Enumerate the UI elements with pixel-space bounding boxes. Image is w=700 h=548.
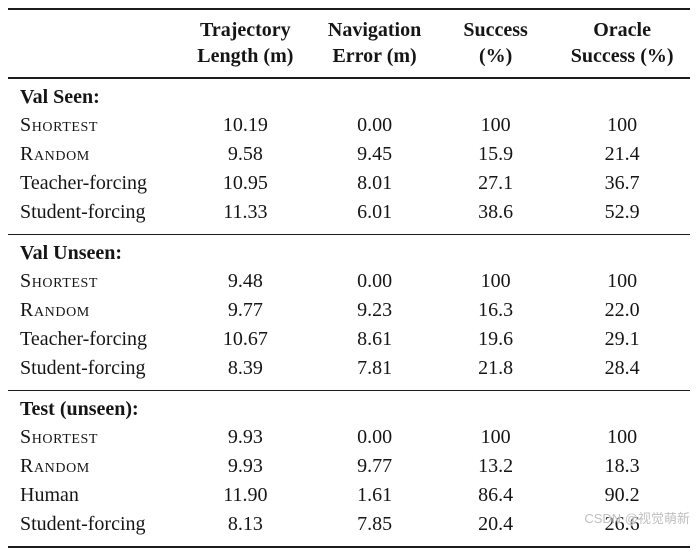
value-cell: 9.45	[357, 143, 393, 165]
header-success: Success (%)	[436, 9, 555, 79]
value-cell: 9.93	[227, 426, 263, 448]
value-cell: 9.77	[227, 299, 263, 321]
method-label: Student-forcing	[20, 513, 146, 535]
section-title: Val Seen:	[20, 86, 100, 108]
value-cell: 100	[607, 270, 638, 292]
header-line: Length (m)	[197, 45, 294, 67]
method-label: Random	[20, 455, 90, 477]
results-table: Trajectory Length (m) Navigation Error (…	[8, 8, 690, 548]
value-cell: 8.39	[227, 357, 263, 379]
table-row: Random 9.77 9.23 16.3 22.0	[8, 296, 690, 325]
table-row: Student-forcing 11.33 6.01 38.6 52.9	[8, 198, 690, 235]
value-cell: 36.7	[604, 172, 640, 194]
value-cell: 29.1	[604, 328, 640, 350]
value-cell: 11.90	[223, 484, 268, 506]
value-cell: 13.2	[478, 455, 514, 477]
value-cell: 86.4	[478, 484, 514, 506]
value-cell: 100	[480, 270, 511, 292]
table-section: Val Unseen: Shortest 9.48 0.00 100 100 Random 9…	[8, 234, 690, 391]
table-row: Shortest 10.19 0.00 100 100	[8, 111, 690, 140]
table-row: Random 9.93 9.77 13.2 18.3	[8, 452, 690, 481]
value-cell: 15.9	[478, 143, 514, 165]
section-title-row: Val Seen:	[8, 78, 690, 111]
header-oracle-success: Oracle Success (%)	[554, 9, 690, 79]
table-row: Human 11.90 1.61 86.4 90.2	[8, 481, 690, 510]
value-cell: 52.9	[604, 201, 640, 223]
header-navigation-error: Navigation Error (m)	[312, 9, 437, 79]
table-section: Val Seen: Shortest 10.19 0.00 100 100 Random 9.…	[8, 78, 690, 235]
header-line: Navigation	[327, 19, 422, 41]
header-line: Error (m)	[332, 45, 417, 67]
header-line: Success	[463, 19, 528, 41]
table-row: Shortest 9.93 0.00 100 100	[8, 423, 690, 452]
value-cell: 21.8	[478, 357, 514, 379]
table-row: Shortest 9.48 0.00 100 100	[8, 267, 690, 296]
method-label: Human	[20, 484, 79, 506]
header-line: Trajectory	[199, 19, 291, 41]
value-cell: 100	[607, 114, 638, 136]
value-cell: 9.77	[357, 455, 393, 477]
value-cell: 7.81	[357, 357, 393, 379]
table-row: Teacher-forcing 10.67 8.61 19.6 29.1	[8, 325, 690, 354]
section-title-row: Test (unseen):	[8, 391, 690, 424]
value-cell: 8.01	[357, 172, 393, 194]
section-title-row: Val Unseen:	[8, 235, 690, 268]
value-cell: 9.23	[357, 299, 393, 321]
value-cell: 28.4	[604, 357, 640, 379]
value-cell: 16.3	[478, 299, 514, 321]
table-row: Student-forcing 8.13 7.85 20.4 26.6	[8, 510, 690, 547]
value-cell: 0.00	[357, 114, 393, 136]
value-cell: 7.85	[357, 513, 393, 535]
header-line: Success (%)	[570, 45, 674, 67]
table-row: Random 9.58 9.45 15.9 21.4	[8, 140, 690, 169]
value-cell: 9.58	[227, 143, 263, 165]
value-cell: 1.61	[357, 484, 393, 506]
method-label: Shortest	[20, 114, 99, 136]
value-cell: 100	[480, 114, 511, 136]
value-cell: 9.48	[227, 270, 263, 292]
value-cell: 10.67	[222, 328, 268, 350]
value-cell: 90.2	[604, 484, 640, 506]
method-label: Random	[20, 299, 90, 321]
value-cell: 10.95	[222, 172, 268, 194]
header-row: Trajectory Length (m) Navigation Error (…	[8, 9, 690, 79]
value-cell: 22.0	[604, 299, 640, 321]
header-line: (%)	[478, 45, 513, 67]
results-table-figure: Trajectory Length (m) Navigation Error (…	[8, 8, 690, 548]
value-cell: 21.4	[604, 143, 640, 165]
method-label: Student-forcing	[20, 357, 146, 379]
value-cell: 11.33	[223, 201, 268, 223]
value-cell: 100	[607, 426, 638, 448]
value-cell: 0.00	[357, 270, 393, 292]
value-cell: 0.00	[357, 426, 393, 448]
value-cell: 10.19	[222, 114, 268, 136]
value-cell: 18.3	[604, 455, 640, 477]
header-trajectory-length: Trajectory Length (m)	[178, 9, 313, 79]
section-title: Val Unseen:	[20, 242, 123, 264]
method-label: Shortest	[20, 426, 99, 448]
value-cell: 26.6	[604, 513, 640, 535]
value-cell: 100	[480, 426, 511, 448]
value-cell: 8.61	[357, 328, 393, 350]
value-cell: 19.6	[478, 328, 514, 350]
method-label: Teacher-forcing	[20, 172, 148, 194]
section-title: Test (unseen):	[20, 398, 139, 420]
value-cell: 20.4	[478, 513, 514, 535]
value-cell: 38.6	[478, 201, 514, 223]
method-label: Random	[20, 143, 90, 165]
value-cell: 9.93	[227, 455, 263, 477]
header-line: Oracle	[593, 19, 651, 41]
table-header: Trajectory Length (m) Navigation Error (…	[8, 9, 690, 79]
value-cell: 6.01	[357, 201, 393, 223]
table-row: Teacher-forcing 10.95 8.01 27.1 36.7	[8, 169, 690, 198]
table-row: Student-forcing 8.39 7.81 21.8 28.4	[8, 354, 690, 391]
value-cell: 8.13	[227, 513, 263, 535]
method-label: Teacher-forcing	[20, 328, 148, 350]
method-label: Shortest	[20, 270, 99, 292]
header-corner-cell	[8, 9, 179, 79]
watermark: CSDN @视觉萌新	[584, 511, 690, 526]
method-label: Student-forcing	[20, 201, 146, 223]
table-section: Test (unseen): Shortest 9.93 0.00 100 100 Rand…	[8, 390, 690, 548]
value-cell: 27.1	[478, 172, 514, 194]
